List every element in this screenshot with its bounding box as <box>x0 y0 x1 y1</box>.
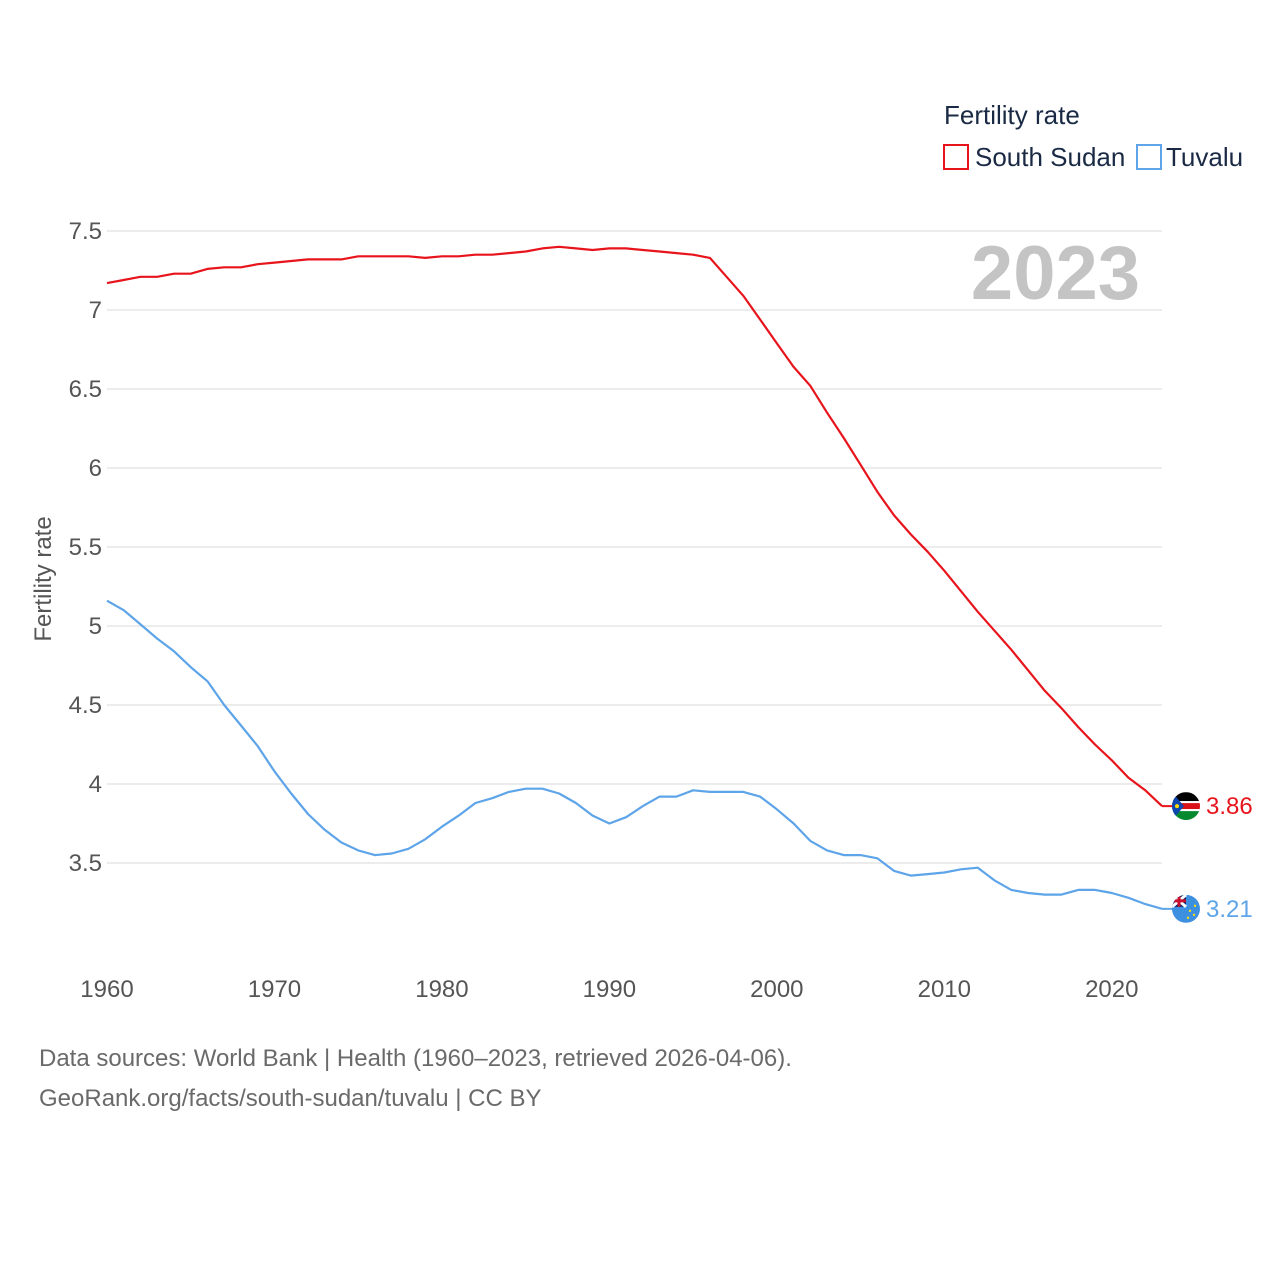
x-axis-ticks: 1960 1970 1980 1990 2000 2010 2020 <box>80 976 1138 1003</box>
south-sudan-flag-icon <box>1172 792 1200 821</box>
y-axis-label: Fertility rate <box>30 516 57 641</box>
y-axis-ticks: 3.5 4 4.5 5 5.5 6 6.5 7 7.5 <box>69 218 102 877</box>
legend: Fertility rate South Sudan Tuvalu <box>943 100 1243 172</box>
series-line-tuvalu[interactable] <box>106 599 1163 910</box>
end-marker-tuvalu: 3.21 <box>1162 894 1253 923</box>
y-tick-label: 4 <box>89 771 102 798</box>
y-tick-label: 6.5 <box>69 376 102 403</box>
y-tick-label: 3.5 <box>69 850 102 877</box>
y-tick-label: 7 <box>89 297 102 324</box>
legend-label-tuvalu: Tuvalu <box>1166 142 1243 172</box>
source-line-1: Data sources: World Bank | Health (1960–… <box>39 1045 792 1072</box>
fertility-rate-chart: 3.5 4 4.5 5 5.5 6 6.5 7 7.5 1960 1970 1980 1990 2000… <box>30 100 1253 1003</box>
gridlines <box>107 230 1162 864</box>
y-tick-label: 6 <box>89 455 102 482</box>
x-tick-label: 2020 <box>1085 976 1138 1003</box>
source-line-2[interactable]: GeoRank.org/facts/south-sudan/tuvalu | C… <box>39 1085 542 1112</box>
legend-swatch-tuvalu <box>1136 144 1162 170</box>
legend-item-tuvalu[interactable]: Tuvalu <box>1136 142 1243 172</box>
end-marker-south-sudan: 3.86 <box>1162 792 1253 821</box>
legend-label-south-sudan: South Sudan <box>975 142 1125 172</box>
tuvalu-flag-icon <box>1172 894 1200 923</box>
y-tick-label: 7.5 <box>69 218 102 245</box>
end-value-south-sudan: 3.86 <box>1206 793 1253 820</box>
series-line-south-sudan[interactable] <box>106 245 1163 807</box>
y-tick-label: 5.5 <box>69 534 102 561</box>
x-tick-label: 2010 <box>918 976 971 1003</box>
series-lines <box>106 245 1163 910</box>
legend-item-south-sudan[interactable]: South Sudan <box>943 142 1125 172</box>
x-tick-label: 1990 <box>583 976 636 1003</box>
x-tick-label: 1970 <box>248 976 301 1003</box>
end-value-tuvalu: 3.21 <box>1206 896 1253 923</box>
x-tick-label: 1960 <box>80 976 133 1003</box>
x-tick-label: 1980 <box>415 976 468 1003</box>
x-tick-label: 2000 <box>750 976 803 1003</box>
legend-swatch-south-sudan <box>943 144 969 170</box>
y-tick-label: 5 <box>89 613 102 640</box>
y-tick-label: 4.5 <box>69 692 102 719</box>
year-label: 2023 <box>971 231 1140 316</box>
legend-title: Fertility rate <box>944 100 1080 130</box>
